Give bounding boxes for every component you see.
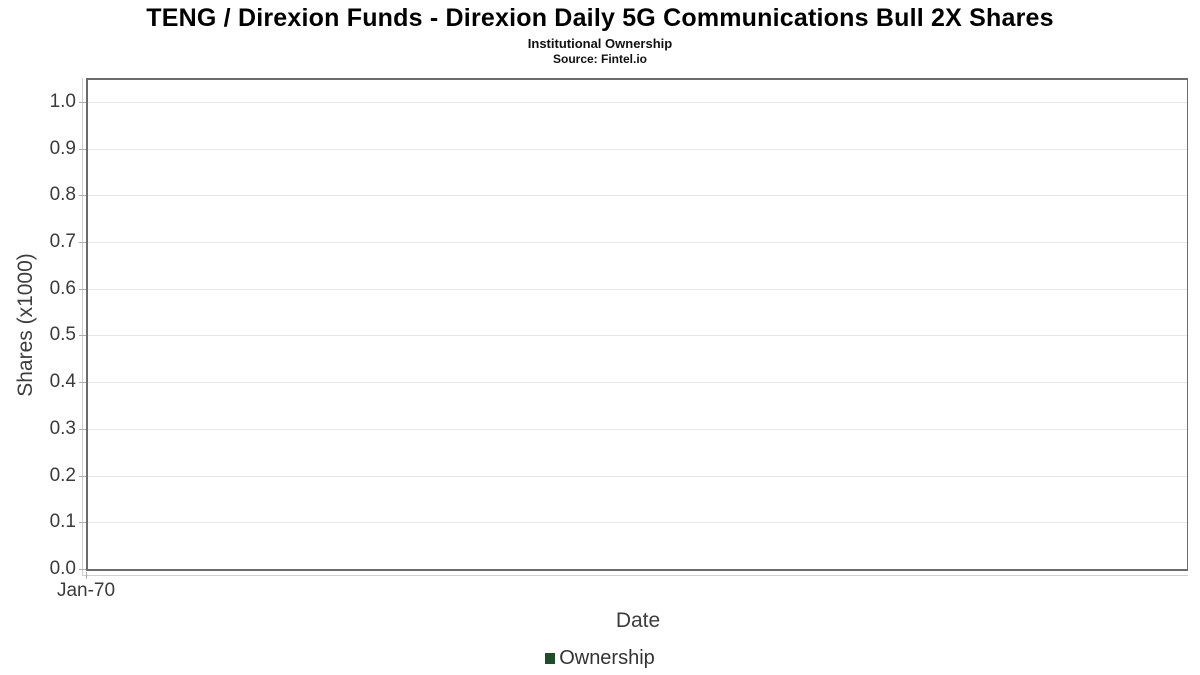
y-axis-line — [82, 78, 83, 576]
x-axis-ticks: Jan-70 — [57, 571, 1188, 605]
gridline — [88, 289, 1187, 290]
gridline — [88, 429, 1187, 430]
y-tick-label: 0.6 — [49, 278, 76, 299]
chart-title: TENG / Direxion Funds - Direxion Daily 5… — [146, 4, 1054, 32]
y-tick-label: 0.5 — [49, 324, 76, 345]
legend-label-ownership: Ownership — [559, 646, 655, 669]
y-tick-label: 0.3 — [49, 418, 76, 439]
gridline — [88, 195, 1187, 196]
y-tick-mark — [79, 522, 86, 523]
y-tick-mark — [79, 289, 86, 290]
y-tick-mark — [79, 242, 86, 243]
y-tick-mark — [79, 149, 86, 150]
gridline — [88, 382, 1187, 383]
gridline — [88, 476, 1187, 477]
gridline — [88, 522, 1187, 523]
x-axis-label: Date — [615, 609, 661, 632]
legend: Ownership — [0, 646, 1200, 670]
y-tick-label: 0.0 — [49, 558, 76, 579]
y-tick-label: 0.9 — [49, 138, 76, 159]
y-tick-mark — [79, 102, 86, 103]
y-tick-mark — [79, 476, 86, 477]
x-axis-line — [82, 575, 1188, 576]
legend-swatch-ownership — [545, 653, 556, 664]
x-tick-label: Jan-70 — [56, 580, 116, 601]
plot-area — [86, 78, 1188, 571]
y-tick-label: 0.4 — [49, 371, 76, 392]
y-tick-label: 0.2 — [49, 465, 76, 486]
y-tick-label: 0.8 — [49, 184, 76, 205]
y-axis-ticks: 0.0 0.1 0.2 0.3 0.4 0.5 0.6 0.7 0.8 0.9 1.0 — [0, 80, 86, 579]
gridline — [88, 242, 1187, 243]
y-tick-label: 0.7 — [49, 231, 76, 252]
chart-source: Source: Fintel.io — [552, 52, 647, 66]
x-tick-mark — [86, 572, 87, 579]
gridline — [88, 102, 1187, 103]
y-tick-mark — [79, 195, 86, 196]
gridline — [88, 335, 1187, 336]
y-tick-label: 0.1 — [49, 511, 76, 532]
y-tick-mark — [79, 569, 86, 570]
chart-subtitle: Institutional Ownership — [527, 36, 673, 51]
gridline — [88, 149, 1187, 150]
y-axis-label: Shares (x1000) — [14, 253, 37, 397]
y-tick-mark — [79, 335, 86, 336]
y-tick-mark — [79, 382, 86, 383]
y-tick-label: 1.0 — [49, 91, 76, 112]
y-tick-mark — [79, 429, 86, 430]
